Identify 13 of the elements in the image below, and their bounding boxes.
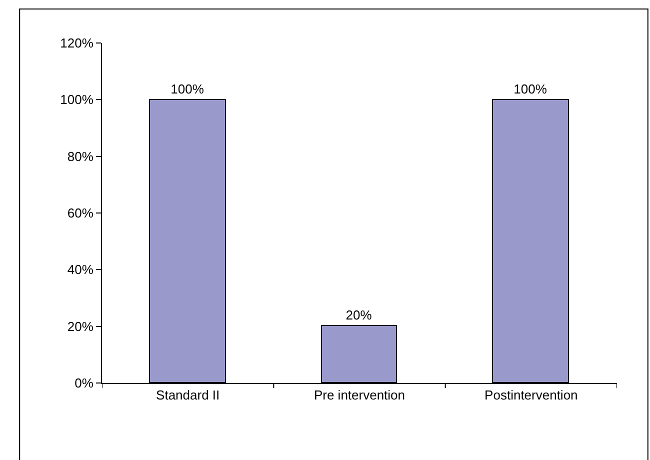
y-tick-label: 100% — [60, 92, 94, 108]
y-tick-label: 40% — [67, 262, 94, 278]
x-tick-label: Standard II — [156, 388, 220, 403]
data-label: 100% — [170, 82, 204, 96]
x-tick-label: Postintervention — [484, 388, 578, 403]
y-tick-label: 20% — [67, 318, 94, 334]
y-tick-label: 0% — [74, 376, 94, 391]
y-tick-label: 80% — [67, 148, 94, 164]
data-label: 100% — [514, 82, 548, 96]
x-tick-label: Pre intervention — [314, 388, 406, 403]
y-tick-label: 120% — [60, 36, 94, 51]
data-label: 20% — [346, 308, 372, 322]
y-tick-label: 60% — [67, 206, 94, 221]
